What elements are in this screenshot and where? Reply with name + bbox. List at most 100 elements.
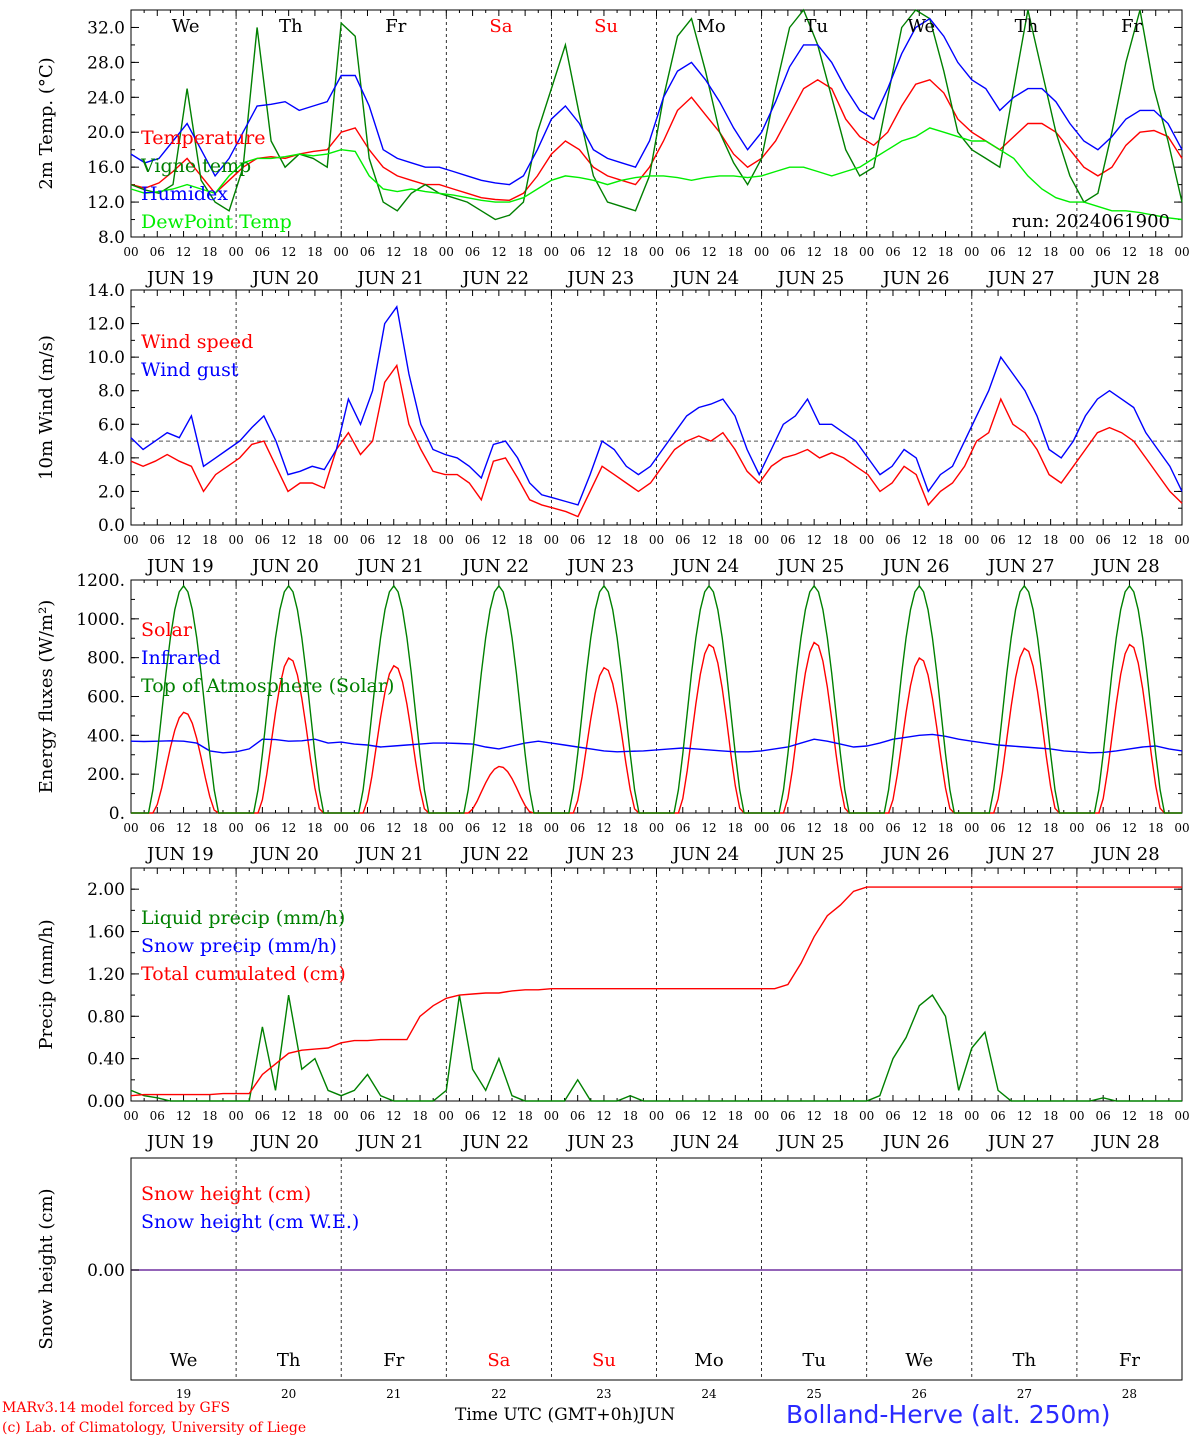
- legend-label: Total cumulated (cm): [141, 963, 346, 985]
- y-tick-label: 0.00: [87, 1092, 125, 1112]
- hour-tick-label: 18: [623, 533, 638, 547]
- hour-tick-label: 00: [859, 533, 874, 547]
- hour-tick-label: 18: [623, 245, 638, 259]
- hour-tick-label: 06: [570, 245, 585, 259]
- day-tick-label: JUN 21: [355, 844, 424, 865]
- y-tick-label: 4.0: [98, 449, 125, 469]
- day-tick-label: JUN 23: [565, 844, 634, 865]
- day-tick-label: JUN 20: [250, 1132, 319, 1153]
- hour-tick-label: 18: [623, 1109, 638, 1123]
- day-number-label: 28: [1122, 1387, 1137, 1401]
- y-tick-label: 600.: [87, 688, 125, 708]
- y-tick-label: 0.0: [98, 516, 125, 536]
- day-tick-label: JUN 22: [460, 556, 529, 577]
- hour-tick-label: 12: [491, 1109, 506, 1123]
- hour-tick-label: 12: [807, 245, 822, 259]
- panel-2: 00 06 12 18 00 06 12 18 00 06 12 18 00 06 12 18 00 06 12 18…: [36, 281, 1190, 577]
- hour-tick-label: 06: [885, 533, 900, 547]
- hour-tick-label: 00: [228, 821, 243, 835]
- day-tick-label: JUN 23: [565, 268, 634, 289]
- hour-tick-label: 06: [255, 821, 270, 835]
- day-number-label: 25: [807, 1387, 822, 1401]
- hour-tick-label: 06: [675, 245, 690, 259]
- hour-tick-label: 12: [491, 821, 506, 835]
- weekday-label: Th: [277, 1350, 301, 1371]
- hour-tick-label: 00: [964, 821, 979, 835]
- day-tick-label: JUN 24: [671, 844, 740, 865]
- hour-tick-label: 00: [1174, 1109, 1189, 1123]
- y-tick-label: 0.80: [87, 1007, 125, 1027]
- series-line-2: [130, 733, 1183, 754]
- hour-tick-label: 06: [360, 245, 375, 259]
- hour-tick-label: 18: [1043, 1109, 1058, 1123]
- hour-tick-label: 06: [360, 533, 375, 547]
- hour-tick-label: 18: [938, 533, 953, 547]
- hour-tick-label: 06: [360, 821, 375, 835]
- hour-tick-label: 00: [439, 245, 454, 259]
- series-line-1: [130, 78, 1183, 202]
- hour-tick-label: 18: [412, 245, 427, 259]
- hour-tick-label: 00: [649, 533, 664, 547]
- y-tick-label: 0.40: [87, 1050, 125, 1070]
- station-title: Bolland-Herve (alt. 250m): [786, 1400, 1111, 1429]
- hour-tick-label: 12: [386, 821, 401, 835]
- hour-tick-label: 00: [964, 245, 979, 259]
- hour-tick-label: 18: [833, 821, 848, 835]
- y-tick-label: 24.0: [87, 88, 125, 108]
- hour-tick-label: 12: [912, 245, 927, 259]
- hour-tick-label: 18: [728, 821, 743, 835]
- hour-tick-label: 00: [649, 245, 664, 259]
- hour-tick-label: 06: [885, 821, 900, 835]
- hour-tick-label: 12: [807, 533, 822, 547]
- day-tick-label: JUN 21: [355, 556, 424, 577]
- day-tick-label: JUN 27: [986, 844, 1055, 865]
- hour-tick-label: 06: [885, 1109, 900, 1123]
- day-tick-label: JUN 19: [145, 268, 214, 289]
- day-tick-label: JUN 28: [1091, 1132, 1160, 1153]
- panel-1: 00 06 12 18 00 06 12 18 00 06 12 18 00 06 12 18 00 06 12 18…: [36, 8, 1190, 289]
- hour-tick-label: 06: [1096, 245, 1111, 259]
- legend-label: Humidex: [141, 183, 228, 205]
- weekday-label: We: [172, 16, 200, 37]
- hour-tick-label: 06: [990, 245, 1005, 259]
- legend-label: Solar: [141, 619, 193, 641]
- y-tick-label: 28.0: [87, 53, 125, 73]
- y-tick-label: 8.0: [98, 228, 125, 248]
- hour-tick-label: 00: [754, 1109, 769, 1123]
- time-axis-title: Time UTC (GMT+0h): [455, 1405, 640, 1425]
- day-tick-label: JUN 25: [776, 556, 845, 577]
- y-axis-title: Energy fluxes (W/m²): [36, 600, 57, 794]
- hour-tick-label: 06: [255, 1109, 270, 1123]
- y-tick-label: 2.00: [87, 880, 125, 900]
- hour-tick-label: 00: [1174, 821, 1189, 835]
- hour-tick-label: 00: [754, 533, 769, 547]
- day-number-label: 20: [281, 1387, 296, 1401]
- model-credit-line1: MARv3.14 model forced by GFS: [2, 1400, 231, 1416]
- day-tick-label: JUN 20: [250, 844, 319, 865]
- weekday-label: Th: [1015, 16, 1039, 37]
- legend-label: DewPoint Temp: [141, 211, 292, 233]
- y-tick-label: 14.0: [87, 281, 125, 301]
- hour-tick-label: 12: [1122, 533, 1137, 547]
- day-tick-label: JUN 24: [671, 268, 740, 289]
- hour-tick-label: 12: [912, 821, 927, 835]
- hour-tick-label: 12: [912, 533, 927, 547]
- hour-tick-label: 06: [990, 1109, 1005, 1123]
- hour-tick-label: 12: [596, 1109, 611, 1123]
- hour-tick-label: 18: [1043, 245, 1058, 259]
- hour-tick-label: 18: [517, 1109, 532, 1123]
- hour-tick-label: 12: [807, 1109, 822, 1123]
- y-axis-title: 2m Temp. (°C): [36, 57, 57, 189]
- day-tick-label: JUN 24: [671, 1132, 740, 1153]
- legend-label: Liquid precip (mm/h): [141, 907, 345, 929]
- day-tick-label: JUN 25: [776, 1132, 845, 1153]
- hour-tick-label: 12: [491, 245, 506, 259]
- hour-tick-label: 06: [675, 1109, 690, 1123]
- hour-tick-label: 18: [833, 245, 848, 259]
- hour-tick-label: 18: [307, 245, 322, 259]
- y-tick-label: 0.: [109, 804, 125, 824]
- hour-tick-label: 00: [859, 1109, 874, 1123]
- hour-tick-label: 06: [255, 533, 270, 547]
- month-label: JUN: [639, 1405, 676, 1425]
- day-tick-label: JUN 20: [250, 268, 319, 289]
